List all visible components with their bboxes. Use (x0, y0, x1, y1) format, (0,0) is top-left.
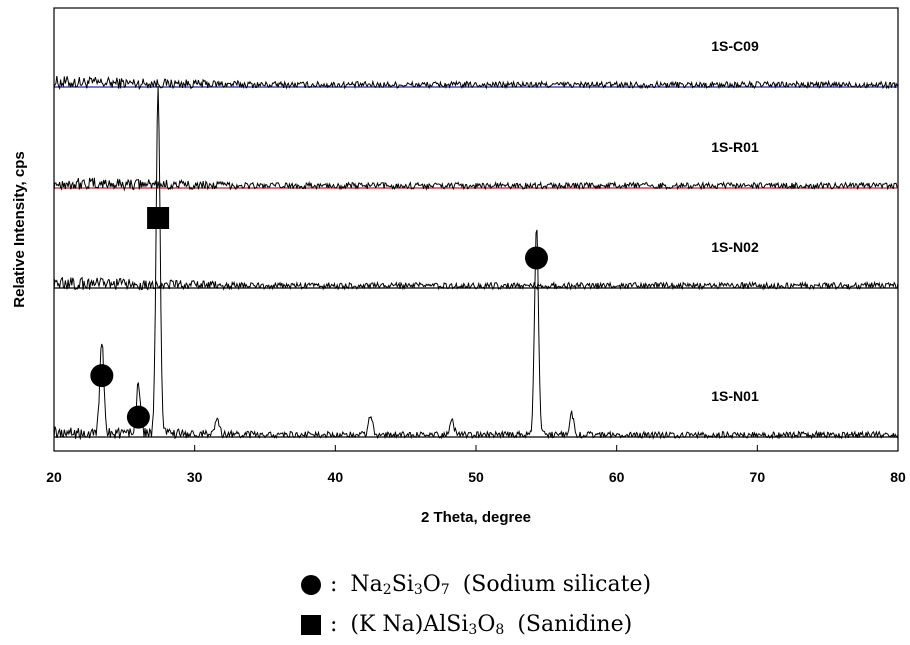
plot-frame (53, 7, 899, 452)
series-line-1s-n01 (53, 85, 899, 441)
series-line-1s-n02 (53, 276, 899, 291)
series-line-1s-r01 (53, 177, 899, 192)
legend-item-sodium-silicate: : Na2Si3O7 (Sodium silicate) (300, 565, 820, 605)
legend: : Na2Si3O7 (Sodium silicate) : (K Na)AlS… (300, 565, 820, 645)
legend-formula: (K Na)AlSi3O8 (350, 612, 505, 638)
series-label: 1S-N02 (711, 239, 759, 255)
series-line-1s-c09 (53, 75, 899, 91)
circle-marker-icon (126, 405, 150, 429)
series-label: 1S-N01 (711, 388, 759, 404)
square-marker-icon (147, 207, 170, 229)
x-tick-label: 20 (46, 469, 62, 485)
x-tick-label: 60 (609, 469, 625, 485)
x-tick-label: 30 (187, 469, 203, 485)
x-tick-label: 50 (468, 469, 484, 485)
legend-phase-name: (Sodium silicate) (462, 572, 652, 597)
series-label: 1S-R01 (711, 139, 759, 155)
y-axis-label: Relative Intensity, cps (11, 151, 28, 307)
circle-marker-icon (301, 575, 321, 595)
legend-phase-name: (Sanidine) (517, 612, 633, 637)
x-axis-label: 2 Theta, degree (421, 509, 531, 526)
x-tick-label: 40 (328, 469, 344, 485)
square-marker-icon (301, 615, 321, 635)
series-label: 1S-C09 (711, 38, 759, 54)
x-tick-label: 80 (890, 469, 906, 485)
circle-marker-icon (90, 364, 114, 388)
x-tick-label: 70 (750, 469, 766, 485)
legend-formula: Na2Si3O7 (350, 572, 450, 598)
legend-separator: : (330, 612, 338, 637)
circle-marker-icon (524, 246, 548, 270)
legend-item-sanidine: : (K Na)AlSi3O8 (Sanidine) (300, 605, 820, 645)
legend-separator: : (330, 572, 338, 597)
